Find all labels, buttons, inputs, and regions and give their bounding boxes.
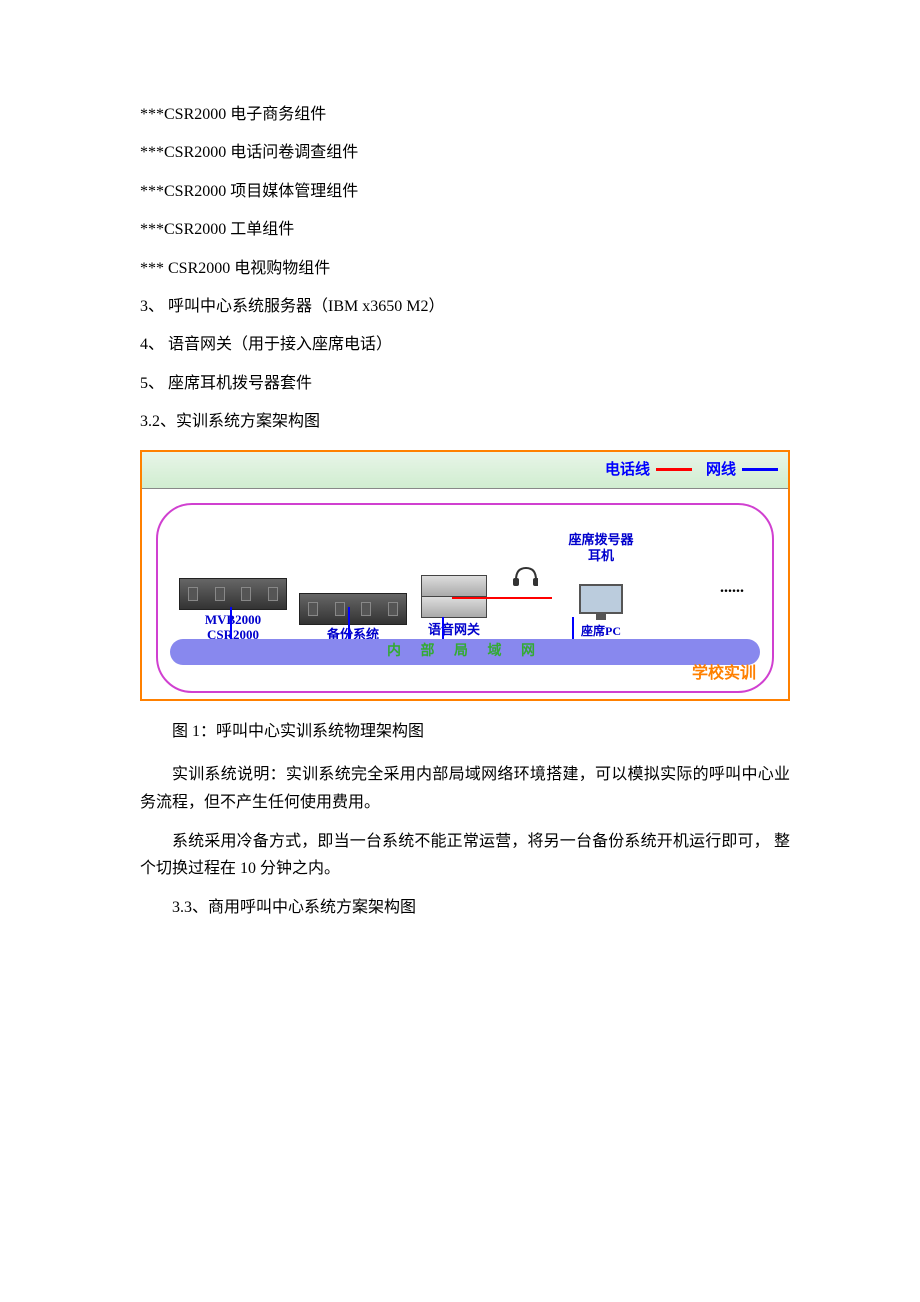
legend-net: 网线 — [706, 456, 778, 485]
legend-phone-line — [656, 468, 692, 471]
lan-label: 内 部 局 域 网 — [387, 639, 543, 666]
legend-net-line — [742, 468, 778, 471]
headset-icon — [510, 562, 538, 588]
server-backup: 备份系统 — [298, 593, 408, 643]
legend-phone: 电话线 — [605, 456, 692, 485]
section-heading: 3.2、实训系统方案架构图 — [140, 407, 790, 437]
gateway-icon — [421, 575, 487, 597]
component-item: ***CSR2000 工单组件 — [140, 215, 790, 245]
component-item: ***CSR2000 项目媒体管理组件 — [140, 177, 790, 207]
school-lab-label: 学校实训 — [692, 659, 756, 689]
component-item: ***CSR2000 电子商务组件 — [140, 100, 790, 130]
net-wire — [572, 617, 574, 641]
lan-bar: 内 部 局 域 网 — [170, 639, 760, 665]
server-icon — [299, 593, 407, 625]
server-icon — [179, 578, 287, 610]
architecture-diagram: 电话线 网线 MVB2000CSR2000 备份系统 — [140, 450, 790, 702]
paragraph: 系统采用冷备方式，即当一台系统不能正常运营，将另一台备份系统开机运行即可， 整个… — [140, 828, 790, 882]
net-wire — [348, 607, 350, 641]
agent-workstation: 座席拨号器耳机 座席PC — [500, 584, 702, 643]
gateway-icon — [421, 596, 487, 618]
diagram-body: MVB2000CSR2000 备份系统 语音网关 座席拨号器耳机 — [142, 489, 788, 699]
figure-caption: 图 1：呼叫中心实训系统物理架构图 — [140, 717, 790, 747]
net-wire — [442, 617, 444, 641]
pc-icon — [576, 584, 626, 620]
diagram-legend: 电话线 网线 — [142, 452, 788, 490]
numbered-item: 4、 语音网关（用于接入座席电话） — [140, 330, 790, 360]
numbered-item: 5、 座席耳机拨号器套件 — [140, 369, 790, 399]
legend-net-label: 网线 — [706, 456, 736, 485]
net-wire — [230, 607, 232, 641]
phone-wire — [452, 597, 552, 599]
section-heading: 3.3、商用呼叫中心系统方案架构图 — [140, 894, 790, 921]
component-item: *** CSR2000 电视购物组件 — [140, 254, 790, 284]
legend-phone-label: 电话线 — [605, 456, 650, 485]
agent-dialer-label: 座席拨号器耳机 — [568, 532, 633, 563]
component-item: ***CSR2000 电话问卷调查组件 — [140, 138, 790, 168]
ellipsis-icon: ...... — [720, 573, 744, 603]
paragraph: 实训系统说明：实训系统完全采用内部局域网络环境搭建，可以模拟实际的呼叫中心业务流… — [140, 761, 790, 815]
voice-gateway: 语音网关 — [418, 575, 490, 643]
numbered-item: 3、 呼叫中心系统服务器（IBM x3650 M2） — [140, 292, 790, 322]
server-main: MVB2000CSR2000 — [178, 578, 288, 643]
